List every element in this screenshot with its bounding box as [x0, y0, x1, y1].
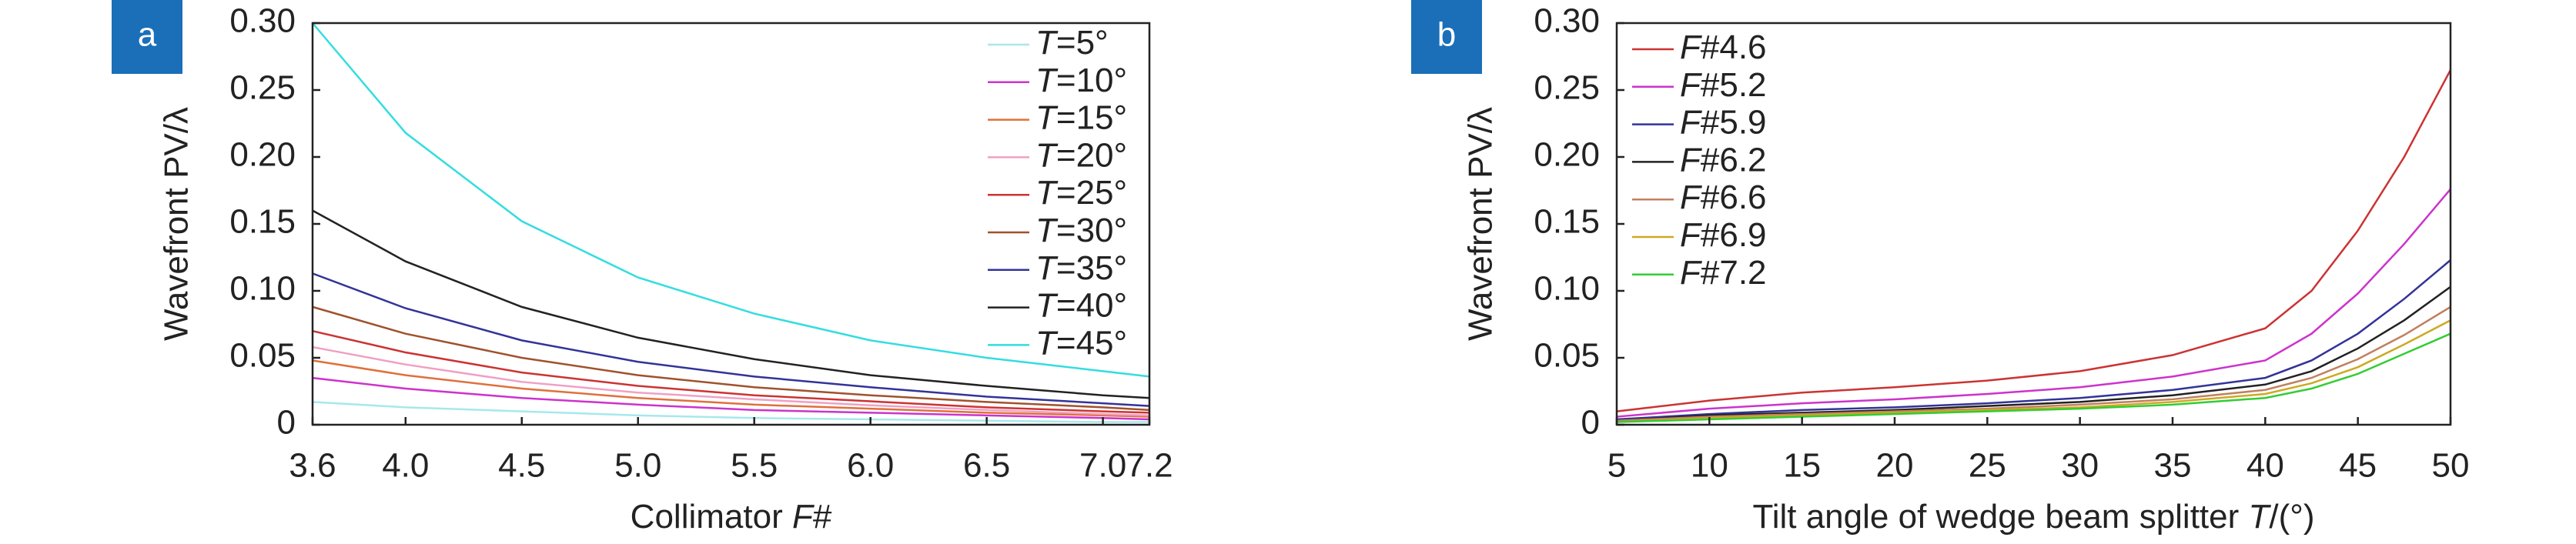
data-line — [312, 272, 1150, 407]
x-axis-label: Collimator F# — [631, 498, 832, 536]
legend-label: T=40° — [1035, 286, 1127, 324]
x-tick-label: 15 — [1783, 447, 1821, 485]
legend-label: T=45° — [1035, 324, 1127, 362]
y-tick-label: 0.30 — [1534, 2, 1600, 40]
y-tick-label: 0.15 — [1534, 203, 1600, 241]
y-tick-label: 0.25 — [1534, 69, 1600, 107]
x-tick-label: 40 — [2246, 447, 2284, 485]
legend-label: F#6.2 — [1680, 141, 1767, 179]
data-line — [312, 376, 1150, 421]
plot-frame — [311, 22, 1151, 426]
x-tick-label: 5.5 — [731, 447, 778, 485]
x-tick-label: 30 — [2061, 447, 2099, 485]
y-tick-label: 0.15 — [229, 203, 296, 241]
data-line — [1616, 319, 2451, 423]
legend-label: T=25° — [1035, 174, 1127, 212]
legend-label: T=35° — [1035, 249, 1127, 286]
data-line — [312, 305, 1150, 412]
data-line — [312, 329, 1150, 414]
y-tick-label: 0.20 — [229, 136, 296, 174]
y-tick-label: 0.10 — [229, 270, 296, 308]
x-tick-label: 4.5 — [498, 447, 545, 485]
x-tick-label: 50 — [2432, 447, 2470, 485]
data-line — [312, 22, 1150, 378]
data-line — [312, 359, 1150, 418]
legend-label: F#7.2 — [1680, 253, 1767, 291]
x-tick-label: 4.0 — [382, 447, 429, 485]
x-tick-label: 5.0 — [614, 447, 661, 485]
y-tick-label: 0.20 — [1534, 136, 1600, 174]
legend-label: F#5.2 — [1680, 65, 1767, 103]
y-tick-label: 0.05 — [229, 337, 296, 375]
panel-label: b — [1437, 16, 1456, 54]
legend-label: F#6.9 — [1680, 216, 1767, 254]
y-tick-label: 0.05 — [1534, 337, 1600, 375]
data-line — [312, 345, 1150, 417]
legend-label: T=30° — [1035, 212, 1127, 249]
y-axis-label: Wavefront PV/λ — [158, 107, 196, 341]
panel: b 0 0.05 0.10 0.15 0.20 0.25 0.30 5 10 15 20 25 30 35 4… — [1411, 0, 2469, 536]
y-tick-label: 0 — [277, 404, 296, 442]
legend-label: T=10° — [1035, 61, 1127, 98]
panel-badge — [112, 0, 182, 74]
data-line — [312, 209, 1150, 399]
x-tick-label: 3.6 — [289, 447, 336, 485]
x-tick-label: 5 — [1607, 447, 1626, 485]
legend-label: T=5° — [1035, 24, 1109, 62]
data-line — [1616, 259, 2451, 421]
legend-label: F#6.6 — [1680, 179, 1767, 216]
panel-label: a — [138, 16, 157, 54]
x-tick-label: 35 — [2154, 447, 2192, 485]
legend-label: F#5.9 — [1680, 103, 1767, 141]
data-line — [1616, 188, 2451, 418]
y-axis-label: Wavefront PV/λ — [1462, 107, 1500, 341]
x-tick-label: 25 — [1969, 447, 2006, 485]
y-tick-label: 0 — [1581, 404, 1600, 442]
x-tick-label: 20 — [1876, 447, 1914, 485]
x-tick-label: 10 — [1691, 447, 1728, 485]
x-tick-label: 6.0 — [847, 447, 894, 485]
y-tick-label: 0.30 — [229, 2, 296, 40]
x-tick-label: 45 — [2339, 447, 2377, 485]
data-line — [1616, 305, 2451, 422]
legend-label: F#4.6 — [1680, 28, 1767, 66]
x-tick-label: 7.0 — [1079, 447, 1126, 485]
y-tick-label: 0.25 — [229, 69, 296, 107]
panel-badge — [1411, 0, 1482, 74]
data-line — [1616, 285, 2451, 422]
data-line — [1616, 332, 2451, 423]
x-axis-label: Tilt angle of wedge beam splitter T/(°) — [1752, 498, 2314, 536]
panel: a 0 0.05 0.10 0.15 0.20 0.25 0.30 3.6 4.0 4.5 5.0 5.… — [112, 0, 1173, 536]
data-line — [1616, 69, 2452, 412]
x-tick-label: 7.2 — [1126, 447, 1173, 485]
legend-label: T=20° — [1035, 136, 1127, 174]
x-tick-label: 6.5 — [963, 447, 1010, 485]
y-tick-label: 0.10 — [1534, 270, 1600, 308]
legend-label: T=15° — [1035, 98, 1127, 136]
